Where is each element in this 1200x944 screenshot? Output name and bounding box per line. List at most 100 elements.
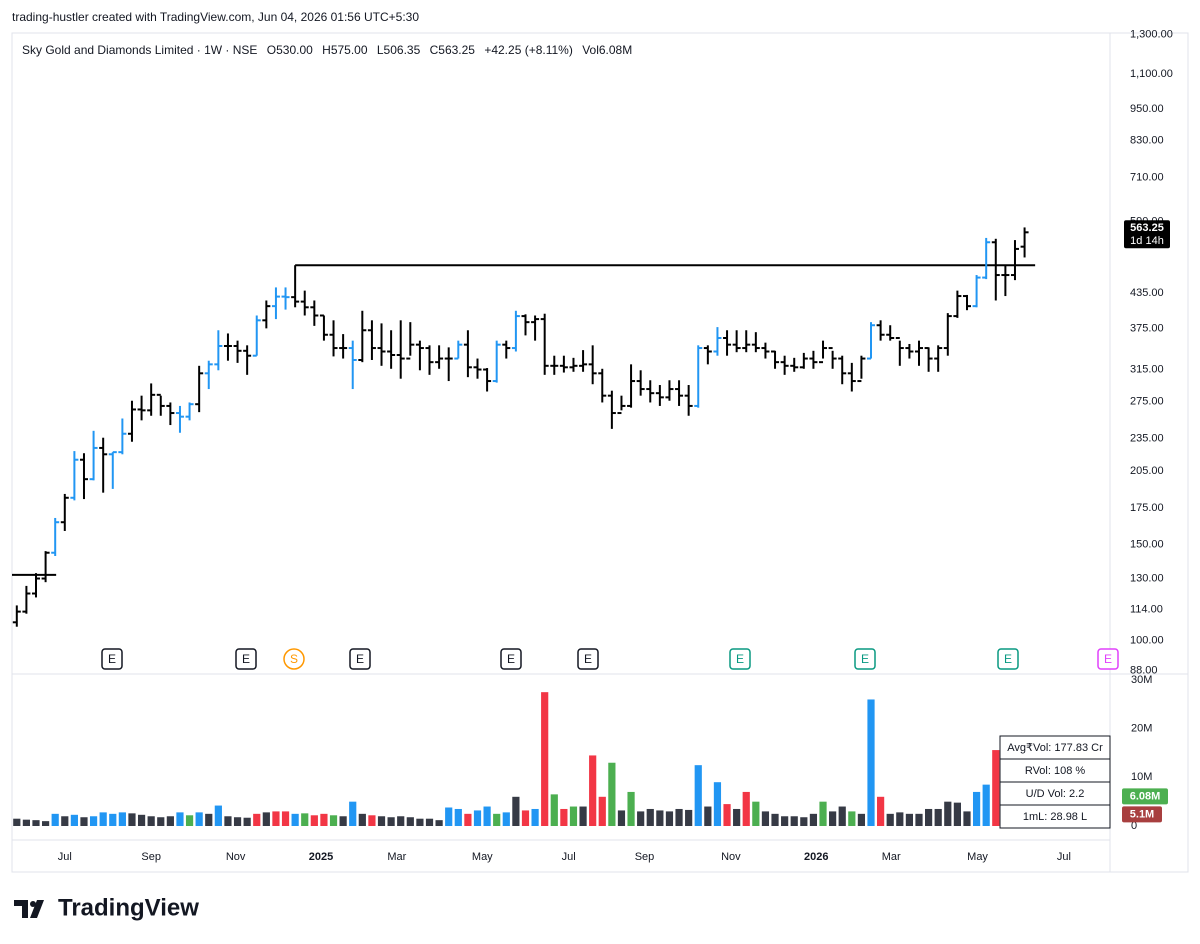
ohlc-bar [252,315,261,357]
volume-bar [809,813,818,826]
ohlc-bar [310,300,319,326]
ohlc-bar [1001,265,1010,297]
ohlc-bar [425,345,434,375]
ohlc-bar [703,345,712,365]
volume-bar [905,813,914,826]
ohlc-bar [655,385,664,406]
y-tick-label: 100.00 [1130,634,1164,646]
volume-bar [541,692,549,826]
ohlc-bar [531,315,540,341]
ohlc-bar [847,362,856,392]
ohlc-bar [665,380,674,401]
legend-open: O530.00 [267,43,313,57]
last-price-box [1124,220,1170,249]
ohlc-bar [319,314,328,341]
event-badge [283,648,305,670]
volume-bar [857,813,866,826]
ohlc-bar [732,330,741,353]
event-badge [500,648,522,670]
ohlc-bar [962,294,971,311]
x-tick-label: Jul [58,851,72,863]
x-tick-label: Jul [562,851,576,863]
ohlc-bar [483,368,492,392]
x-tick-label: 2026 [804,851,828,863]
ohlc-bar [377,323,386,366]
ohlc-bar [396,320,405,379]
volume-bar [800,817,808,826]
volume-bar [483,806,491,826]
volume-bar [368,815,376,826]
volume-tick-label: 10M [1131,771,1152,783]
volume-bar [944,801,952,826]
ohlc-bar [300,290,309,316]
volume-bar [473,810,482,826]
volume-bar [157,817,165,826]
event-label: E [108,652,116,666]
ohlc-bar [147,383,156,416]
volume-bar [416,818,424,826]
brand-logo: TradingView [14,894,199,921]
event-badge [729,648,751,670]
volume-bar [224,816,232,826]
stats-text: U/D Vol: 2.2 [1026,788,1085,800]
volume-bar [637,811,645,826]
volume-bar [924,808,933,826]
ohlc-bar [867,322,876,360]
volume-bar [723,804,731,826]
y-tick-label: 114.00 [1130,603,1163,615]
ohlc-bar [694,345,703,408]
ohlc-bar [579,350,588,372]
ohlc-bar [588,345,597,385]
volume-tick-label: 0 [1131,820,1137,832]
volume-bar [829,811,837,826]
ohlc-bar [905,343,914,359]
ohlc-bar [1020,227,1029,258]
volume-bar [560,808,568,826]
ohlc-bar [559,355,568,373]
ohlc-bar [454,340,463,360]
ohlc-bar [915,340,924,366]
volume-bar [742,791,750,826]
volume-bar [896,812,904,826]
ohlc-bar [367,320,376,360]
last-volume-label: 6.08M [1130,790,1161,802]
volume-bar [291,813,299,826]
event-label: E [1004,652,1012,666]
x-tick-label: Nov [721,851,741,863]
volume-bar [435,820,443,826]
volume-bar [493,813,501,826]
volume-bar [243,817,251,826]
volume-bar [992,750,1000,826]
legend-change: +42.25 (+8.11%) [484,43,573,57]
volume-bar [464,813,472,826]
event-marker: E [101,648,123,670]
volume-bar [512,796,520,826]
volume-bar [406,817,414,826]
ohlc-bar [281,287,290,310]
ohlc-bar [617,395,626,415]
ohlc-bar [12,605,21,627]
event-marker: E [1097,648,1119,670]
last-price-label: 563.25 [1130,222,1164,234]
volume-bar [445,807,453,826]
x-tick-label: Sep [635,851,655,863]
ohlc-bar [828,347,837,369]
ohlc-bar [780,355,789,375]
ohlc-bar [838,355,847,385]
ohlc-bar [886,325,895,341]
ohlc-bar [636,370,645,396]
ohlc-bar [223,333,232,361]
volume-bar [886,813,894,826]
ohlc-bar [742,330,751,353]
volume-bar [761,811,770,826]
volume-bar [128,813,136,826]
x-tick-label: May [967,851,988,863]
legend: Sky Gold and Diamonds Limited · 1W · NSE… [22,43,632,57]
ohlc-bar [646,380,655,403]
volume-bar [13,818,21,826]
ohlc-bar [857,355,866,383]
ohlc-bar [790,357,799,372]
x-tick-label: Mar [387,851,406,863]
legend-high: H575.00 [322,43,368,57]
volume-bar [32,820,40,826]
